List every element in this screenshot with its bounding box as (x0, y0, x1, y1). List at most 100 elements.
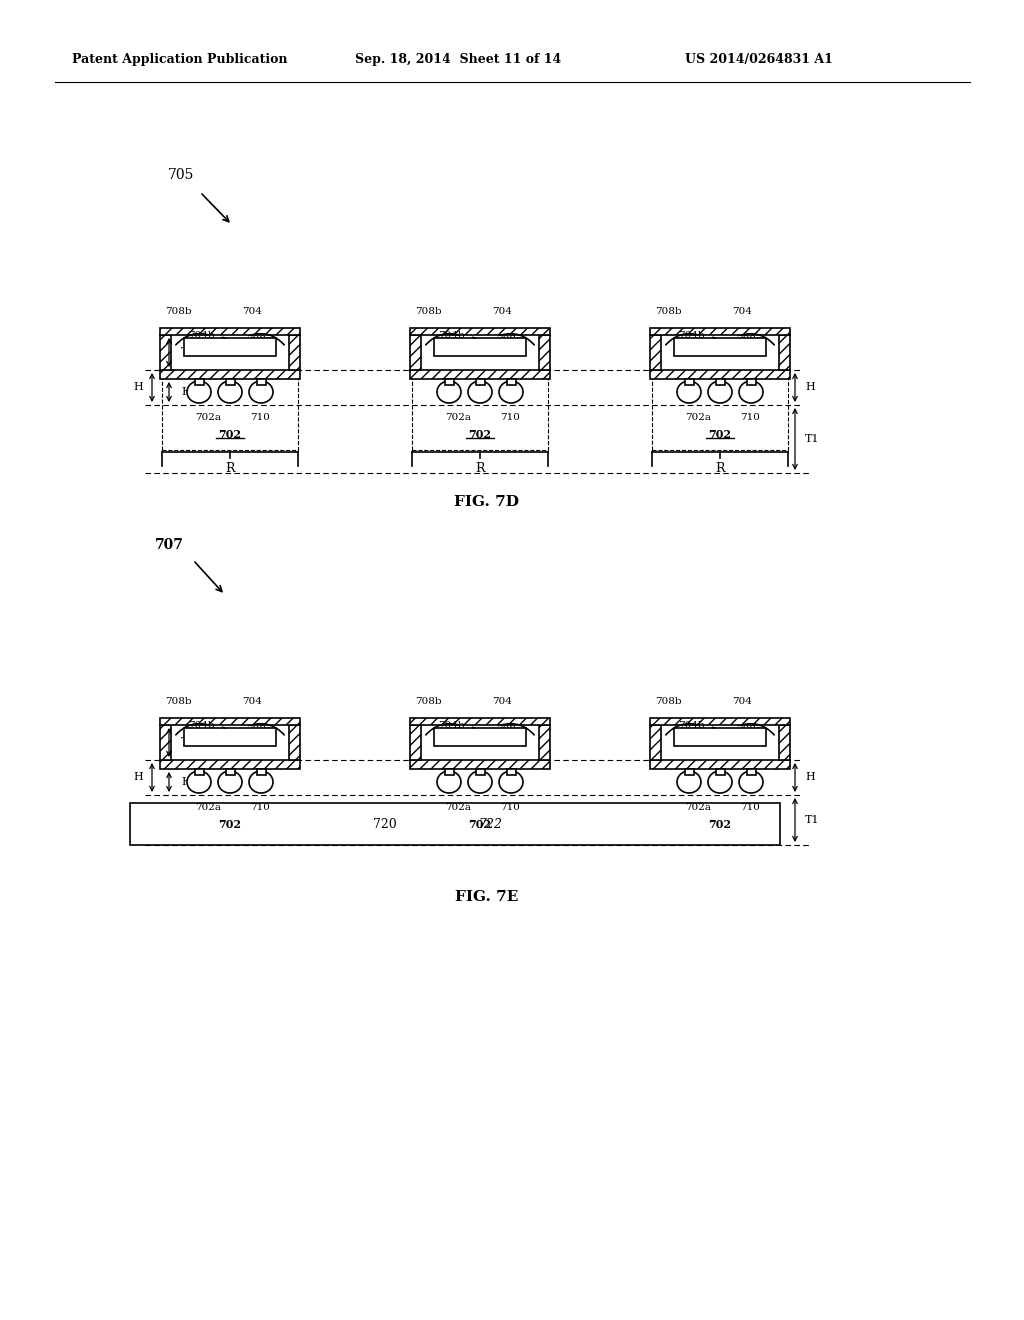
Text: 704: 704 (242, 308, 262, 317)
Bar (650, 718, 790, 725)
Text: H: H (805, 381, 815, 392)
Text: 704b: 704b (188, 330, 215, 339)
Bar (160, 335, 171, 370)
Text: 704b: 704b (678, 330, 705, 339)
Ellipse shape (187, 771, 211, 793)
Text: 704: 704 (242, 697, 262, 706)
Text: FIG. 7D: FIG. 7D (455, 495, 519, 510)
Bar (184, 729, 276, 746)
Bar (160, 370, 300, 379)
Text: 704a: 704a (712, 730, 738, 739)
Bar (226, 770, 234, 775)
Text: 702: 702 (709, 429, 731, 440)
Text: 708a: 708a (736, 725, 762, 734)
Text: 705: 705 (168, 168, 195, 182)
Text: Patent Application Publication: Patent Application Publication (72, 54, 288, 66)
Text: 704a: 704a (472, 730, 498, 739)
Bar (184, 338, 276, 356)
Bar (674, 338, 766, 356)
Text: 708a: 708a (246, 725, 272, 734)
Ellipse shape (499, 381, 523, 403)
Bar (410, 725, 421, 760)
Bar (412, 375, 548, 450)
Text: 707: 707 (155, 539, 184, 552)
Bar (650, 725, 662, 760)
Text: 710: 710 (500, 413, 520, 422)
Text: 704: 704 (493, 697, 512, 706)
Bar (650, 718, 790, 725)
Bar (410, 718, 550, 725)
Text: 704b: 704b (678, 721, 705, 730)
Text: 704b: 704b (438, 330, 465, 339)
Text: 710: 710 (500, 804, 520, 813)
Bar (289, 335, 300, 370)
Bar (410, 370, 550, 379)
Bar (160, 760, 300, 770)
Text: 704b: 704b (438, 721, 465, 730)
Text: 702: 702 (218, 818, 242, 829)
Text: 704a: 704a (712, 341, 738, 350)
Bar (160, 335, 171, 370)
Bar (195, 379, 204, 385)
Bar (434, 338, 526, 356)
Bar (160, 370, 300, 379)
Bar (445, 379, 454, 385)
Bar (130, 803, 780, 845)
Text: H: H (133, 381, 143, 392)
Bar (257, 379, 266, 385)
Bar (746, 770, 756, 775)
Bar (160, 725, 171, 760)
Bar (410, 718, 550, 725)
Text: T2: T2 (181, 737, 196, 747)
Bar (779, 335, 790, 370)
Text: 702a: 702a (195, 804, 221, 813)
Text: 708a: 708a (246, 334, 272, 343)
Bar (674, 729, 766, 746)
Text: 722: 722 (478, 817, 502, 830)
Ellipse shape (249, 771, 273, 793)
Text: T1: T1 (805, 814, 819, 825)
Bar (410, 760, 550, 770)
Bar (650, 327, 790, 335)
Bar (685, 379, 694, 385)
Ellipse shape (437, 381, 461, 403)
Ellipse shape (468, 771, 492, 793)
Text: H: H (805, 772, 815, 781)
Bar (195, 770, 204, 775)
Text: 708b: 708b (165, 697, 191, 706)
Text: 702: 702 (709, 818, 731, 829)
Bar (716, 770, 725, 775)
Text: 704a: 704a (472, 341, 498, 350)
Text: 708b: 708b (654, 697, 681, 706)
Text: 710: 710 (250, 413, 270, 422)
Ellipse shape (499, 771, 523, 793)
Text: R: R (715, 462, 725, 475)
Bar (289, 725, 300, 760)
Bar (650, 370, 790, 379)
Bar (160, 725, 171, 760)
Text: 708b: 708b (165, 308, 191, 317)
Text: 702a: 702a (445, 804, 471, 813)
Bar (160, 718, 300, 725)
Ellipse shape (468, 381, 492, 403)
Text: 708a: 708a (736, 334, 762, 343)
Ellipse shape (218, 381, 242, 403)
Bar (162, 375, 298, 450)
Text: 702a: 702a (445, 413, 471, 422)
Ellipse shape (739, 381, 763, 403)
Bar (650, 335, 662, 370)
Text: 720: 720 (373, 817, 397, 830)
Bar (539, 725, 550, 760)
Text: 704a: 704a (222, 341, 248, 350)
Text: 708a: 708a (496, 334, 522, 343)
Ellipse shape (677, 771, 701, 793)
Text: 710: 710 (250, 804, 270, 813)
Ellipse shape (739, 771, 763, 793)
Bar (160, 327, 300, 335)
Text: T1: T1 (805, 434, 819, 444)
Bar (257, 770, 266, 775)
Text: R: R (225, 462, 234, 475)
Text: T2: T2 (181, 347, 196, 356)
Bar (445, 770, 454, 775)
Text: 710: 710 (740, 804, 760, 813)
